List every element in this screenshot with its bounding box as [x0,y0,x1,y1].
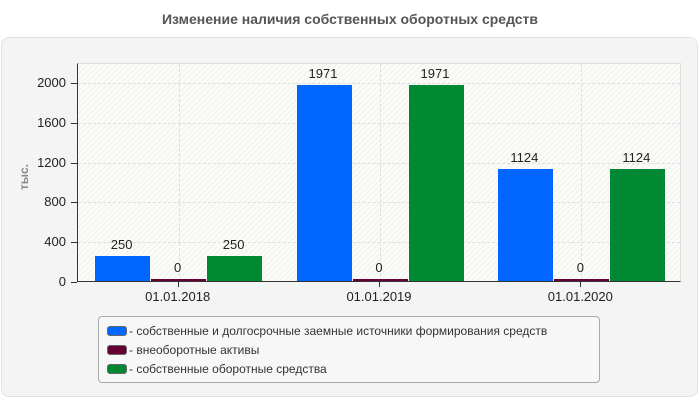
plot-area [77,63,681,282]
gridline [78,162,680,164]
gridline [78,122,680,124]
gridline [78,242,680,244]
y-tick-label: 1600 [37,114,66,130]
y-tick-label: 0 [58,274,66,289]
bar [151,279,207,281]
legend-item: - собственные оборотные средства [107,359,591,378]
value-label: 1124 [622,150,651,166]
y-tick-mark [71,83,77,84]
bar [207,256,263,281]
vertical-gridline [380,64,381,281]
x-tick-label: 01.01.2019 [346,289,412,304]
chart-title: Изменение наличия собственных оборотных … [161,11,539,27]
value-label: 0 [576,260,584,275]
legend-label: - собственные и долгосрочные заемные ист… [129,323,548,338]
value-label: 250 [222,237,245,253]
y-tick-mark [71,122,77,124]
legend-item: - собственные и долгосрочные заемные ист… [107,321,591,340]
gridline [78,83,680,84]
bar [553,279,609,281]
x-tick-mark [580,282,582,287]
value-label: 250 [110,237,133,253]
bar [352,279,408,281]
y-tick-mark [71,202,77,204]
vertical-gridline [178,64,180,281]
legend-label: - собственные оборотные средства [129,361,327,376]
vertical-gridline [581,64,583,281]
y-axis-label: тыс. [17,163,31,191]
legend-swatch-green [107,363,127,374]
y-tick-mark [71,162,77,164]
x-tick-label: 01.01.2020 [547,289,613,304]
y-tick-mark [71,282,77,283]
x-tick-mark [379,282,380,287]
bar [497,169,553,281]
gridline [78,202,680,204]
y-tick-label: 400 [44,234,66,250]
x-tick-mark [177,282,179,287]
bar [95,256,151,281]
legend-swatch-blue [107,325,127,336]
legend: - собственные и долгосрочные заемные ист… [98,316,600,383]
y-tick-label: 2000 [37,75,66,90]
bar [296,84,352,281]
value-label: 0 [375,260,383,275]
bar [408,84,464,281]
legend-swatch-maroon [107,344,127,355]
bar [609,169,665,281]
value-label: 1971 [308,65,338,81]
value-label: 0 [174,260,182,275]
x-tick-label: 01.01.2018 [145,289,211,304]
y-tick-label: 1200 [37,154,66,170]
y-tick-mark [71,242,77,244]
value-label: 1124 [510,150,539,166]
value-label: 1971 [420,65,450,81]
legend-item: - внеоборотные активы [107,340,591,359]
legend-label: - внеоборотные активы [129,342,260,357]
y-tick-label: 800 [44,194,66,210]
